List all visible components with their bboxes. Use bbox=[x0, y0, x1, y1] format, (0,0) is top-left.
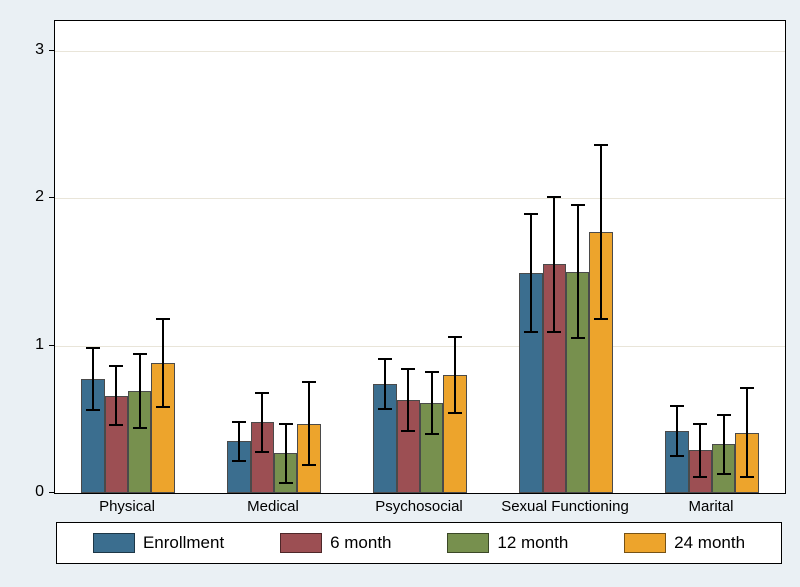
error-bar bbox=[723, 415, 725, 474]
error-bar-cap bbox=[156, 406, 170, 408]
error-bar-cap bbox=[401, 368, 415, 370]
y-tick-label: 0 bbox=[0, 483, 44, 501]
legend-item: Enrollment bbox=[93, 533, 224, 553]
error-bar-cap bbox=[86, 409, 100, 411]
error-bar bbox=[238, 422, 240, 460]
error-bar-cap bbox=[232, 421, 246, 423]
error-bar-cap bbox=[109, 424, 123, 426]
error-bar-cap bbox=[670, 455, 684, 457]
y-tick-mark bbox=[49, 197, 54, 198]
x-tick-label: Sexual Functioning bbox=[501, 498, 629, 515]
error-bar bbox=[407, 369, 409, 431]
error-bar-cap bbox=[524, 213, 538, 215]
error-bar bbox=[285, 424, 287, 483]
legend-label: 12 month bbox=[497, 533, 568, 553]
x-tick-label: Physical bbox=[99, 498, 155, 515]
error-bar-cap bbox=[524, 331, 538, 333]
x-tick-label: Medical bbox=[247, 498, 299, 515]
error-bar-cap bbox=[693, 476, 707, 478]
error-bar bbox=[162, 319, 164, 408]
legend-item: 6 month bbox=[280, 533, 391, 553]
error-bar-cap bbox=[670, 405, 684, 407]
error-bar bbox=[676, 406, 678, 456]
error-bar bbox=[431, 372, 433, 434]
error-bar-cap bbox=[740, 387, 754, 389]
error-bar-cap bbox=[571, 337, 585, 339]
error-bar-cap bbox=[425, 371, 439, 373]
error-bar-cap bbox=[279, 423, 293, 425]
error-bar bbox=[115, 366, 117, 425]
y-tick-mark bbox=[49, 345, 54, 346]
error-bar-cap bbox=[547, 331, 561, 333]
x-tick-label: Marital bbox=[688, 498, 733, 515]
error-bar-cap bbox=[255, 392, 269, 394]
y-tick-mark bbox=[49, 492, 54, 493]
error-bar-cap bbox=[133, 427, 147, 429]
error-bar-cap bbox=[693, 423, 707, 425]
error-bar-cap bbox=[255, 451, 269, 453]
error-bar bbox=[308, 382, 310, 465]
error-bar-cap bbox=[302, 464, 316, 466]
gridline bbox=[55, 198, 785, 199]
error-bar-cap bbox=[86, 347, 100, 349]
gridline bbox=[55, 51, 785, 52]
error-bar bbox=[699, 424, 701, 477]
error-bar bbox=[384, 359, 386, 409]
y-tick-label: 2 bbox=[0, 188, 44, 206]
legend-label: Enrollment bbox=[143, 533, 224, 553]
y-tick-label: 3 bbox=[0, 41, 44, 59]
x-tick-label: Psychosocial bbox=[375, 498, 463, 515]
error-bar-cap bbox=[740, 476, 754, 478]
gridline bbox=[55, 346, 785, 347]
legend-swatch bbox=[280, 533, 322, 553]
legend-swatch bbox=[447, 533, 489, 553]
error-bar-cap bbox=[717, 473, 731, 475]
legend-item: 12 month bbox=[447, 533, 568, 553]
error-bar-cap bbox=[448, 412, 462, 414]
error-bar bbox=[600, 145, 602, 319]
error-bar bbox=[92, 348, 94, 410]
error-bar-cap bbox=[594, 318, 608, 320]
error-bar bbox=[553, 197, 555, 333]
error-bar-cap bbox=[547, 196, 561, 198]
plot-area bbox=[54, 20, 786, 494]
error-bar-cap bbox=[594, 144, 608, 146]
legend: Enrollment 6 month 12 month 24 month bbox=[56, 522, 782, 564]
error-bar-cap bbox=[717, 414, 731, 416]
legend-label: 24 month bbox=[674, 533, 745, 553]
legend-swatch bbox=[624, 533, 666, 553]
legend-swatch bbox=[93, 533, 135, 553]
y-tick-mark bbox=[49, 50, 54, 51]
legend-item: 24 month bbox=[624, 533, 745, 553]
error-bar bbox=[530, 214, 532, 332]
error-bar-cap bbox=[448, 336, 462, 338]
error-bar-cap bbox=[133, 353, 147, 355]
error-bar-cap bbox=[279, 482, 293, 484]
error-bar-cap bbox=[109, 365, 123, 367]
chart-container: 0 1 2 3 Physical Medical Psychosocial Sexual Fu… bbox=[0, 0, 800, 587]
error-bar-cap bbox=[401, 430, 415, 432]
y-tick-label: 1 bbox=[0, 336, 44, 354]
error-bar-cap bbox=[571, 204, 585, 206]
error-bar-cap bbox=[156, 318, 170, 320]
legend-label: 6 month bbox=[330, 533, 391, 553]
error-bar bbox=[261, 393, 263, 452]
error-bar bbox=[139, 354, 141, 428]
error-bar bbox=[746, 388, 748, 477]
error-bar bbox=[577, 205, 579, 338]
error-bar-cap bbox=[378, 408, 392, 410]
error-bar-cap bbox=[425, 433, 439, 435]
error-bar-cap bbox=[232, 460, 246, 462]
error-bar bbox=[454, 337, 456, 414]
error-bar-cap bbox=[378, 358, 392, 360]
error-bar-cap bbox=[302, 381, 316, 383]
